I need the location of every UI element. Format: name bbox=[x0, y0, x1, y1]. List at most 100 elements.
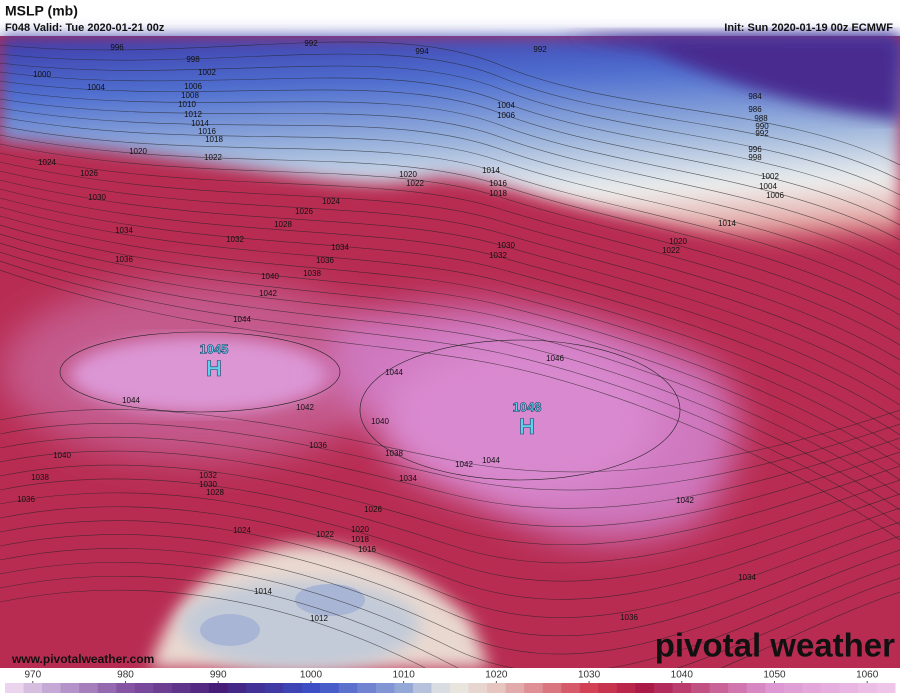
contour-label: 1032 bbox=[489, 251, 507, 260]
contour-label: 1044 bbox=[233, 315, 251, 324]
colorbar-tick-label: 1020 bbox=[485, 670, 508, 681]
colorbar-cell bbox=[672, 683, 692, 693]
map-fill bbox=[0, 36, 900, 670]
contour-label: 1028 bbox=[206, 488, 224, 497]
isobar bbox=[0, 233, 900, 481]
colorbar-cell bbox=[153, 683, 173, 693]
contour-label: 1018 bbox=[205, 135, 223, 144]
contour-label: 984 bbox=[748, 92, 762, 101]
colorbar-cell bbox=[783, 683, 803, 693]
colorbar-cell bbox=[431, 683, 451, 693]
contour-label: 1026 bbox=[364, 505, 382, 514]
isobar bbox=[0, 548, 900, 655]
contour-label: 1018 bbox=[351, 535, 369, 544]
colorbar-cell bbox=[691, 683, 711, 693]
contour-label: 1038 bbox=[31, 473, 49, 482]
colorbar-tick-label: 1050 bbox=[763, 670, 786, 681]
contour-label: 1004 bbox=[497, 101, 515, 110]
high-symbol: H bbox=[519, 414, 535, 439]
colorbar-cell bbox=[171, 683, 191, 693]
isobar bbox=[0, 89, 900, 241]
contour-label: 988 bbox=[754, 114, 768, 123]
isobar bbox=[0, 71, 900, 211]
colorbar-cell bbox=[635, 683, 655, 693]
contour-label: 1024 bbox=[233, 526, 251, 535]
colorbar-cell bbox=[42, 683, 62, 693]
isobar bbox=[0, 143, 900, 331]
isobar bbox=[0, 242, 900, 496]
colorbar-tick-label: 990 bbox=[210, 670, 227, 681]
colorbar-cell bbox=[524, 683, 544, 693]
colorbar-cell bbox=[134, 683, 154, 693]
contour-label: 1010 bbox=[178, 100, 196, 109]
colorbar-cell bbox=[579, 683, 599, 693]
contour-label: 1014 bbox=[482, 166, 500, 175]
isobar bbox=[0, 436, 900, 509]
contour-label: 1032 bbox=[226, 235, 244, 244]
isobar bbox=[0, 251, 900, 511]
colorbar-cell bbox=[97, 683, 117, 693]
contour-label: 1030 bbox=[199, 480, 217, 489]
colorbar-cell bbox=[23, 683, 43, 693]
isobar bbox=[0, 170, 900, 376]
isobar bbox=[0, 562, 900, 673]
isobar bbox=[0, 215, 900, 451]
colorbar-cell bbox=[746, 683, 766, 693]
contour-label: 998 bbox=[748, 153, 762, 162]
contour-label: 992 bbox=[755, 129, 769, 138]
contour-label: 1040 bbox=[261, 272, 279, 281]
contour-label: 1012 bbox=[184, 110, 202, 119]
contour-label: 1042 bbox=[296, 403, 314, 412]
colorbar-tick-label: 1040 bbox=[671, 670, 694, 681]
colorbar-tick-label: 1030 bbox=[578, 670, 601, 681]
contour-label: 1006 bbox=[766, 191, 784, 200]
contour-label: 992 bbox=[304, 39, 318, 48]
contour-label: 1022 bbox=[662, 246, 680, 255]
colorbar-tick-label: 980 bbox=[117, 670, 134, 681]
colorbar-cell bbox=[208, 683, 228, 693]
isobar bbox=[0, 450, 900, 527]
contour-label: 1040 bbox=[371, 417, 389, 426]
contour-label: 1004 bbox=[87, 83, 105, 92]
contour-label: 992 bbox=[533, 45, 547, 54]
isobar bbox=[0, 197, 900, 421]
isobar bbox=[0, 520, 900, 618]
colorbar-cell bbox=[653, 683, 673, 693]
isobar bbox=[0, 224, 900, 466]
contour-label: 1036 bbox=[620, 613, 638, 622]
colorbar-cell bbox=[301, 683, 321, 693]
contour-label: 1024 bbox=[38, 158, 56, 167]
contour-label: 1044 bbox=[122, 396, 140, 405]
isobar bbox=[0, 161, 900, 361]
contour-label: 1026 bbox=[80, 169, 98, 178]
contour-label: 1004 bbox=[759, 182, 777, 191]
isobar bbox=[0, 423, 900, 491]
colorbar-cell bbox=[561, 683, 581, 693]
colorbar-tick-label: 970 bbox=[24, 670, 41, 681]
colorbar: 970 980 990 1000 1010 1020 1030 1040 1050 1060 bbox=[5, 670, 896, 693]
isobar bbox=[0, 506, 900, 600]
colorbar-cell bbox=[450, 683, 470, 693]
contour-label: 1036 bbox=[309, 441, 327, 450]
colorbar-cell bbox=[468, 683, 488, 693]
colorbar-tick-label: 1060 bbox=[856, 670, 879, 681]
colorbar-cell bbox=[116, 683, 136, 693]
contour-label: 990 bbox=[755, 122, 769, 131]
isobar bbox=[0, 80, 900, 226]
colorbar-cell bbox=[487, 683, 507, 693]
colorbar-cell bbox=[338, 683, 358, 693]
contour-label: 1044 bbox=[482, 456, 500, 465]
contour-label: 1020 bbox=[669, 237, 687, 246]
contour-label: 1006 bbox=[497, 111, 515, 120]
isobar bbox=[0, 575, 900, 691]
contour-label: 1008 bbox=[181, 91, 199, 100]
colorbar-cell bbox=[505, 683, 525, 693]
brand: pivotal weather bbox=[655, 627, 895, 664]
contour-label: 1042 bbox=[676, 496, 694, 505]
contour-label: 1028 bbox=[274, 220, 292, 229]
isobars bbox=[0, 41, 900, 700]
contour-label: 1034 bbox=[399, 474, 417, 483]
map-title: MSLP (mb) bbox=[5, 3, 78, 19]
